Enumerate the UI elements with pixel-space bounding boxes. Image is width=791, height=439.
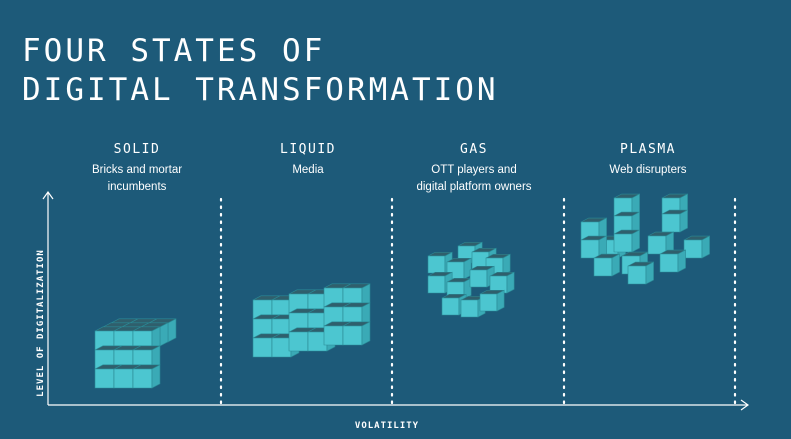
diagram-title: FOUR STATES OF DIGITAL TRANSFORMATION — [22, 32, 499, 110]
plasma-cube — [580, 217, 607, 241]
plasma-cube — [613, 211, 640, 235]
title-line-2: DIGITAL TRANSFORMATION — [22, 72, 499, 108]
state-solid-name: SOLID — [113, 142, 161, 157]
state-liquid-description: Media — [292, 164, 324, 176]
state-plasma-name: PLASMA — [620, 142, 676, 157]
plasma-cube — [627, 261, 654, 285]
plasma-cube — [683, 235, 710, 259]
plasma-cube — [647, 231, 674, 255]
y-axis-arrow-icon — [42, 190, 54, 200]
plasma-cube — [659, 249, 686, 273]
state-liquid: LIQUID Media — [223, 142, 393, 179]
cubes-liquid-group — [252, 283, 371, 358]
x-axis-label: VOLATILITY — [354, 421, 420, 431]
state-gas-name: GAS — [460, 142, 488, 157]
axes — [42, 190, 750, 411]
title-line-1: FOUR STATES OF — [22, 33, 326, 69]
plasma-cube — [580, 235, 607, 259]
state-plasma-description: Web disrupters — [609, 164, 687, 176]
liquid-cube — [342, 302, 371, 327]
plasma-cube — [613, 193, 640, 217]
liquid-cube — [342, 321, 371, 346]
state-gas-description: OTT players and digital platform owners — [416, 164, 532, 193]
gas-cube — [479, 289, 505, 312]
x-axis-arrow-icon — [740, 399, 750, 411]
gas-cube — [489, 271, 515, 294]
plasma-cube — [661, 209, 688, 233]
solid-cube — [132, 364, 161, 389]
state-solid: SOLID Bricks and mortar incumbents — [52, 142, 222, 196]
plasma-cube — [613, 229, 640, 253]
cubes-plasma-group — [580, 193, 710, 285]
plasma-cube — [593, 253, 620, 277]
state-gas: GAS OTT players and digital platform own… — [389, 142, 559, 196]
y-axis-label: LEVEL OF DIGITALIZATION — [36, 249, 46, 397]
cubes-solid-group — [94, 318, 177, 389]
gas-cube — [485, 253, 511, 276]
state-plasma: PLASMA Web disrupters — [563, 142, 733, 179]
solid-cube — [132, 326, 161, 351]
state-solid-description: Bricks and mortar incumbents — [91, 164, 183, 193]
state-liquid-name: LIQUID — [280, 142, 336, 157]
cubes-gas-group — [427, 241, 515, 318]
